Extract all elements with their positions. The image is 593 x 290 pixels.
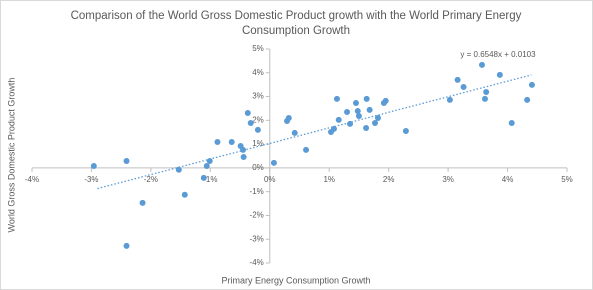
x-tick-label: 2% <box>383 175 395 184</box>
trendline <box>97 74 532 190</box>
point <box>139 199 146 206</box>
point <box>200 174 207 181</box>
point <box>247 119 254 126</box>
point <box>354 108 361 115</box>
point <box>214 138 221 145</box>
y-tick-label: 3% <box>252 92 264 101</box>
x-tick-label: -1% <box>203 175 217 184</box>
x-tick-label: 4% <box>502 175 514 184</box>
point <box>363 124 370 131</box>
point <box>206 157 213 164</box>
y-tick-label: -1% <box>250 187 264 196</box>
y-tick-label: 0% <box>252 163 264 172</box>
point <box>240 153 247 160</box>
y-tick-label: -3% <box>250 234 264 243</box>
point <box>175 166 182 173</box>
point <box>371 119 378 126</box>
point <box>363 95 370 102</box>
point <box>344 109 351 116</box>
point <box>496 71 503 78</box>
y-axis-label: World Gross Domestic Product Growth <box>6 78 16 233</box>
point <box>478 61 485 68</box>
x-tick-label: 0% <box>264 175 276 184</box>
point <box>402 128 409 135</box>
x-tick-label: -3% <box>84 175 98 184</box>
point <box>481 95 488 102</box>
y-tick-label: 5% <box>252 44 264 53</box>
point <box>303 146 310 153</box>
x-tick-label: 5% <box>561 175 573 184</box>
point <box>382 97 389 104</box>
point <box>270 159 277 166</box>
point <box>483 89 490 96</box>
point <box>335 116 342 123</box>
x-axis-label: Primary Energy Consumption Growth <box>221 275 370 285</box>
point <box>446 96 453 103</box>
x-tick-label: 1% <box>323 175 335 184</box>
point <box>254 126 261 133</box>
y-tick-label: 4% <box>252 68 264 77</box>
point <box>285 114 292 121</box>
point <box>528 81 535 88</box>
y-tick-label: 2% <box>252 115 264 124</box>
chart-title: Comparison of the World Gross Domestic P… <box>71 10 522 22</box>
trendline-label: y = 0.6548x + 0.0103 <box>460 50 536 59</box>
point <box>508 119 515 126</box>
chart-title: Consumption Growth <box>242 25 350 37</box>
point <box>181 191 188 198</box>
point <box>90 162 97 169</box>
x-tick-label: 3% <box>442 175 454 184</box>
y-tick-label: -2% <box>250 211 264 220</box>
point <box>203 162 210 169</box>
point <box>460 84 467 91</box>
point <box>374 114 381 121</box>
point <box>291 129 298 136</box>
point <box>123 157 130 164</box>
y-tick-label: 1% <box>252 139 264 148</box>
point <box>366 106 373 113</box>
point <box>244 109 251 116</box>
x-tick-label: -2% <box>144 175 158 184</box>
point <box>524 96 531 103</box>
y-tick-label: -4% <box>250 258 264 267</box>
point <box>228 138 235 145</box>
x-tick-label: -4% <box>25 175 39 184</box>
point <box>333 95 340 102</box>
point <box>123 242 130 249</box>
point <box>352 99 359 106</box>
point <box>454 76 461 83</box>
point <box>355 113 362 120</box>
